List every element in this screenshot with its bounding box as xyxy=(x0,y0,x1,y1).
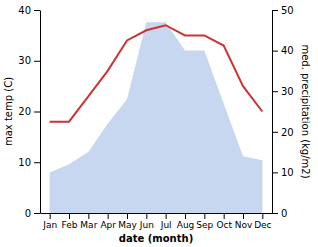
tick: Oct xyxy=(216,213,232,230)
tick-label: 40 xyxy=(18,5,31,16)
chart: Jan FebMarAprMayJun Jul AugSepOctNovDec 0 10 2… xyxy=(0,0,318,247)
tick: 20 xyxy=(18,106,40,117)
tick: May xyxy=(118,213,137,230)
tick-label: Sep xyxy=(196,220,213,230)
tick: 50 xyxy=(272,5,294,16)
tick-label: Aug xyxy=(177,220,195,230)
y2-axis: 0 10 20 30 40 50 xyxy=(272,5,294,219)
tick-label: Jun xyxy=(139,220,154,230)
tick-label: May xyxy=(118,220,137,230)
tick: 20 xyxy=(272,127,294,138)
tick-label: 10 xyxy=(18,157,31,168)
tick-mark xyxy=(224,213,225,219)
tick-label: 0 xyxy=(25,208,31,219)
tick-label: 30 xyxy=(18,55,31,66)
tick-label: Oct xyxy=(216,220,232,230)
tick-mark xyxy=(69,213,70,219)
y2-axis-title: med. precipitation (kg/m2) xyxy=(300,44,311,178)
tick: 0 xyxy=(272,208,287,219)
tick-mark xyxy=(50,213,51,219)
tick-mark xyxy=(34,10,40,11)
tick-mark xyxy=(272,213,278,214)
y-axis: 0 10 20 30 40 xyxy=(18,5,40,219)
tick-label: Mar xyxy=(80,220,97,230)
plot-area xyxy=(50,22,263,213)
tick-label: Dec xyxy=(254,220,271,230)
tick: Nov xyxy=(235,213,253,230)
axis-line xyxy=(40,11,41,214)
tick: Dec xyxy=(254,213,271,230)
tick-mark xyxy=(243,213,244,219)
tick: Apr xyxy=(100,213,116,230)
tick-label: Feb xyxy=(62,220,78,230)
tick-label: Apr xyxy=(100,220,116,230)
tick: 40 xyxy=(18,5,40,16)
tick-mark xyxy=(185,213,186,219)
tick: 0 xyxy=(25,208,40,219)
line xyxy=(50,25,263,121)
tick-label: Nov xyxy=(235,220,253,230)
tick: Jul xyxy=(160,213,172,230)
x-axis-title: date (month) xyxy=(119,233,193,244)
tick-mark xyxy=(88,213,89,219)
tick-label: 40 xyxy=(281,45,294,56)
tick-mark xyxy=(262,213,263,219)
axis-line xyxy=(272,11,273,214)
tick: Sep xyxy=(196,213,213,230)
tick: 40 xyxy=(272,45,294,56)
tick-label: Jan xyxy=(42,220,57,230)
tick-label: 20 xyxy=(18,106,31,117)
area xyxy=(50,22,263,213)
tick-label: 50 xyxy=(281,5,294,16)
tick-label: Jul xyxy=(160,220,172,230)
tick: Jun xyxy=(139,213,154,230)
tick-label: 20 xyxy=(281,127,294,138)
tick-mark xyxy=(272,10,278,11)
x-axis: Jan FebMarAprMayJun Jul AugSepOctNovDec xyxy=(41,213,273,230)
tick-mark xyxy=(272,132,278,133)
tick: Feb xyxy=(62,213,78,230)
tick: 30 xyxy=(272,86,294,97)
tick-mark xyxy=(272,51,278,52)
tick-mark xyxy=(272,172,278,173)
axis-line xyxy=(41,213,273,214)
tick-label: 10 xyxy=(281,167,294,178)
tick-label: 30 xyxy=(281,86,294,97)
tick-mark xyxy=(127,213,128,219)
tick-mark xyxy=(34,112,40,113)
tick-mark xyxy=(108,213,109,219)
tick: 10 xyxy=(272,167,294,178)
tick-mark xyxy=(34,61,40,62)
tick: 10 xyxy=(18,157,40,168)
tick-mark xyxy=(204,213,205,219)
tick: 30 xyxy=(18,55,40,66)
tick: Jan xyxy=(42,213,57,230)
tick-mark xyxy=(34,213,40,214)
tick-mark xyxy=(166,213,167,219)
tick: Mar xyxy=(80,213,97,230)
tick-label: 0 xyxy=(281,208,287,219)
tick-mark xyxy=(146,213,147,219)
y-axis-title: max temp (C) xyxy=(3,77,14,146)
tick: Aug xyxy=(177,213,195,230)
tick-mark xyxy=(272,91,278,92)
tick-mark xyxy=(34,162,40,163)
